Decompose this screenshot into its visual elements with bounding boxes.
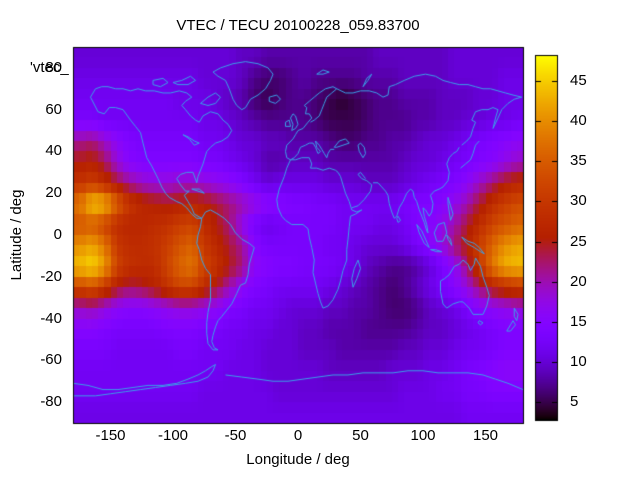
y-tick-label: 80	[45, 58, 62, 76]
x-tick-label: 100	[410, 427, 436, 444]
colorbar-tick-label: 5	[570, 392, 579, 410]
x-tick-label: 150	[472, 427, 499, 444]
colorbar-tick-label: 15	[570, 312, 587, 330]
x-tick-label: 50	[352, 427, 369, 444]
y-tick-label: -40	[40, 309, 62, 327]
y-tick-label: -80	[40, 393, 62, 411]
y-tick-label: 60	[45, 100, 62, 118]
y-tick-label: -20	[40, 267, 62, 285]
overlay-key-label: 'vtec_	[30, 59, 69, 76]
x-tick-label: -100	[157, 427, 189, 444]
colorbar-tick-label: 20	[570, 272, 587, 290]
colorbar-tick-label: 35	[570, 152, 587, 170]
y-tick-label: -60	[40, 351, 62, 369]
x-tick-label: -150	[95, 427, 126, 444]
colorbar-tick-label: 45	[570, 72, 587, 90]
colorbar-tick-label: 30	[570, 192, 587, 210]
colorbar-tick-label: 40	[570, 112, 587, 130]
x-axis-label: Longitude / deg	[246, 451, 350, 468]
colorbar-tick-label: 10	[570, 352, 587, 370]
y-tick-label: 20	[45, 184, 62, 202]
y-tick-label: 40	[45, 142, 62, 160]
x-tick-label: -50	[224, 427, 247, 444]
x-tick-label: 0	[293, 427, 303, 444]
chart-title: VTEC / TECU 20100228_059.83700	[176, 17, 420, 34]
y-tick-label: 0	[53, 226, 62, 243]
colorbar-tick-label: 25	[570, 232, 587, 250]
